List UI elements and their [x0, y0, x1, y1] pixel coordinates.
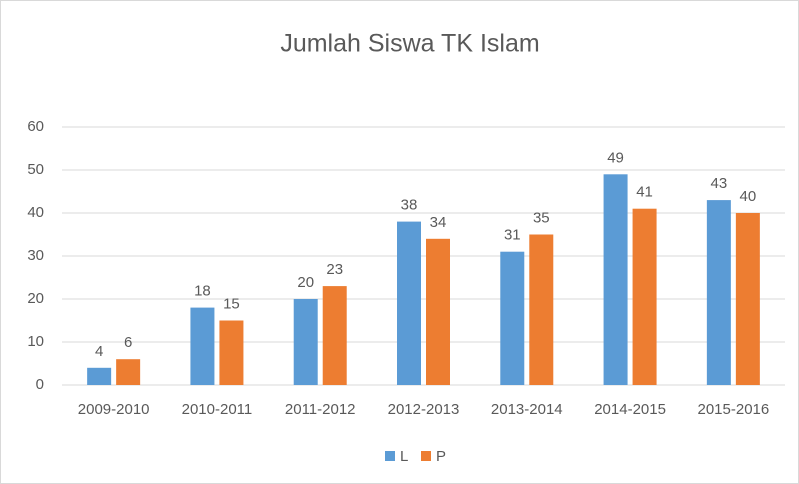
- legend-label: L: [400, 448, 408, 465]
- x-tick-label: 2010-2011: [182, 401, 253, 418]
- legend-swatch: [385, 451, 395, 461]
- data-label: 35: [533, 209, 550, 226]
- bar: [603, 174, 628, 385]
- x-tick-label: 2014-2015: [594, 401, 666, 418]
- data-label: 18: [194, 283, 211, 300]
- x-tick-label: 2012-2013: [388, 401, 460, 418]
- y-tick-label: 30: [27, 247, 44, 264]
- y-tick-label: 0: [36, 376, 44, 393]
- data-label: 6: [124, 334, 132, 351]
- y-tick-label: 60: [27, 118, 44, 135]
- bar: [87, 367, 112, 385]
- y-tick-label: 20: [27, 290, 44, 307]
- x-tick-label: 2013-2014: [491, 401, 563, 418]
- bar: [219, 320, 244, 385]
- bar: [632, 208, 657, 385]
- x-tick-label: 2015-2016: [697, 401, 769, 418]
- data-label: 15: [223, 295, 240, 312]
- bar: [397, 221, 421, 385]
- data-label: 38: [401, 197, 418, 214]
- x-tick-label: 2011-2012: [285, 401, 356, 418]
- bar: [190, 307, 215, 385]
- legend-label: P: [436, 448, 446, 465]
- data-label: 41: [636, 184, 653, 201]
- bar: [706, 200, 731, 385]
- data-label: 34: [430, 214, 447, 231]
- bar: [293, 299, 318, 385]
- data-label: 40: [740, 188, 757, 205]
- data-label: 20: [297, 274, 314, 291]
- x-tick-label: 2009-2010: [78, 401, 150, 418]
- data-label: 23: [326, 261, 343, 278]
- y-tick-label: 40: [27, 204, 44, 221]
- data-label: 31: [504, 227, 521, 244]
- bar: [529, 234, 554, 385]
- bar: [116, 359, 141, 385]
- y-tick-label: 50: [27, 161, 44, 178]
- data-label: 49: [607, 149, 624, 166]
- bar: [500, 251, 525, 385]
- data-label: 43: [711, 175, 728, 192]
- bar: [426, 238, 450, 385]
- data-label: 4: [95, 343, 103, 360]
- legend-swatch: [421, 451, 431, 461]
- y-tick-label: 10: [27, 333, 44, 350]
- bar: [322, 286, 347, 385]
- bar: [735, 213, 760, 385]
- chart-title: Jumlah Siswa TK Islam: [280, 30, 539, 58]
